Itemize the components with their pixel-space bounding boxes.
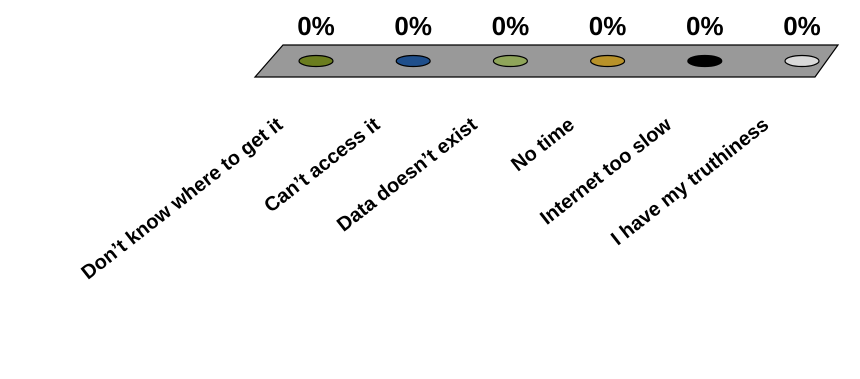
tick-label: No time — [507, 114, 578, 176]
bar — [784, 54, 820, 68]
data-label: 0% — [492, 11, 530, 41]
bar — [492, 54, 528, 68]
data-labels: 0% 0% 0% 0% 0% 0% — [297, 11, 821, 41]
bar-series — [298, 54, 820, 68]
tick-label: I have my truthiness — [607, 114, 773, 250]
data-label: 0% — [589, 11, 627, 41]
data-label: 0% — [297, 11, 335, 41]
bar — [298, 54, 334, 68]
data-label: 0% — [783, 11, 821, 41]
data-label: 0% — [686, 11, 724, 41]
data-label: 0% — [394, 11, 432, 41]
tick-label: Don’t know where to get it — [77, 113, 287, 284]
bar — [395, 54, 431, 68]
bar — [687, 54, 723, 68]
chart-floor — [253, 44, 840, 78]
bar — [589, 54, 626, 68]
